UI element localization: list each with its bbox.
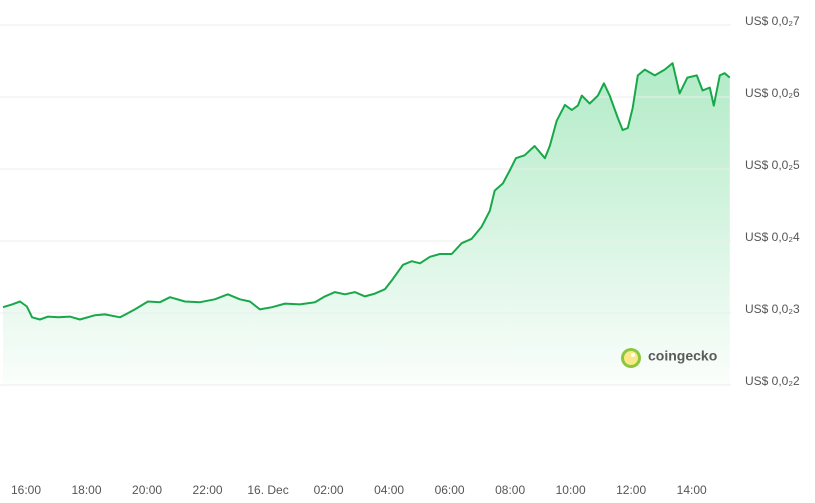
price-line <box>2 62 731 321</box>
x-tick-label: 08:00 <box>495 483 525 497</box>
y-tick-label: US$ 0,0₂2 <box>745 374 800 388</box>
y-tick-label: US$ 0,0₂4 <box>745 230 800 244</box>
x-tick-label: 10:00 <box>556 483 586 497</box>
watermark-logo-eye <box>631 353 635 357</box>
watermark-text: coingecko <box>648 348 717 364</box>
x-tick-label: 14:00 <box>677 483 707 497</box>
price-area <box>3 63 730 385</box>
x-tick-label: 02:00 <box>314 483 344 497</box>
x-tick-label: 16. Dec <box>247 483 288 497</box>
x-tick-label: 16:00 <box>11 483 41 497</box>
x-tick-label: 04:00 <box>374 483 404 497</box>
watermark: coingecko <box>621 348 717 368</box>
x-tick-label: 18:00 <box>72 483 102 497</box>
x-tick-label: 20:00 <box>132 483 162 497</box>
y-tick-label: US$ 0,0₂6 <box>745 86 800 100</box>
watermark-logo-inner <box>624 351 638 365</box>
y-tick-label: US$ 0,0₂7 <box>745 14 800 28</box>
y-tick-label: US$ 0,0₂5 <box>745 158 800 172</box>
x-tick-label: 06:00 <box>435 483 465 497</box>
x-tick-label: 12:00 <box>616 483 646 497</box>
x-tick-label: 22:00 <box>193 483 223 497</box>
y-tick-label: US$ 0,0₂3 <box>745 302 800 316</box>
